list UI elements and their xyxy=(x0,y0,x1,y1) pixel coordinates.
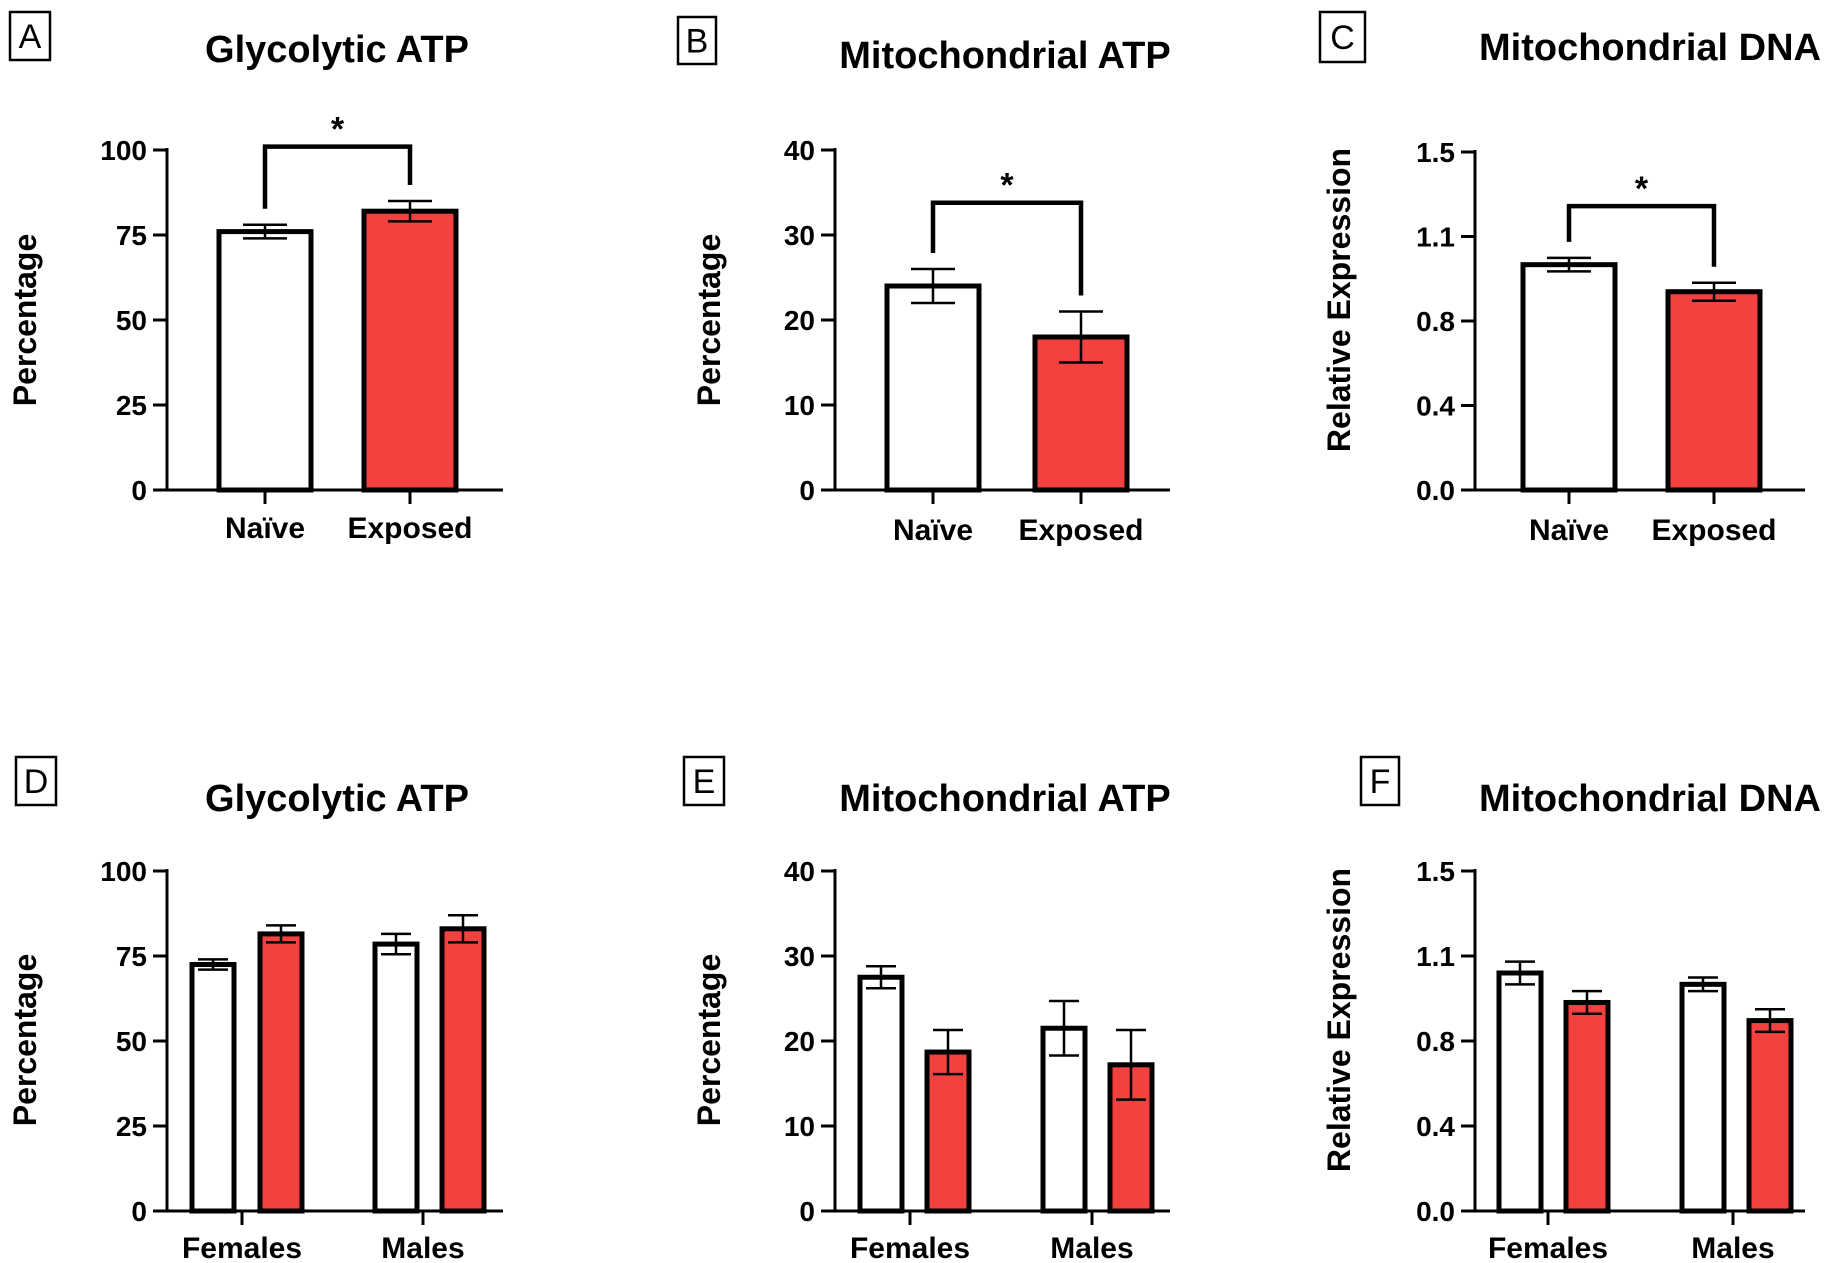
y-tick-label: 40 xyxy=(784,856,815,887)
panel-letter-box xyxy=(676,15,718,66)
significance-bracket xyxy=(1566,203,1717,267)
y-tick-label: 1.1 xyxy=(1416,222,1455,253)
y-tick-label: 10 xyxy=(784,1111,815,1142)
chart-title: Glycolytic ATP xyxy=(205,29,469,71)
bar-males-exposed xyxy=(1746,1018,1794,1214)
panel-letter-box xyxy=(8,10,52,62)
x-category-label: Naïve xyxy=(893,514,973,547)
x-category-label: Naïve xyxy=(225,512,305,545)
y-tick-label: 20 xyxy=(784,305,815,336)
y-tick-label: 0 xyxy=(799,475,815,506)
panel-letter-box xyxy=(14,755,58,807)
panel-letter-box xyxy=(1318,10,1367,64)
panel-d: D Glycolytic ATP Percentage 0 25 50 75 100 Femal… xyxy=(7,755,503,1263)
bar-nave-nave xyxy=(1520,262,1618,493)
y-axis-label: Percentage xyxy=(691,954,727,1127)
bar-males-nave xyxy=(1679,981,1727,1214)
panel-letter-box xyxy=(682,755,726,807)
y-tick-label: 10 xyxy=(784,390,815,421)
chart-title: Mitochondrial ATP xyxy=(839,778,1170,820)
panel-letter: F xyxy=(1370,763,1391,801)
panel-letter-box xyxy=(1359,755,1401,807)
y-tick-label: 40 xyxy=(784,135,815,166)
panel-b: B Mitochondrial ATP Percentage 0 10 20 30 40 Naï… xyxy=(676,15,1171,547)
y-tick-label: 0.0 xyxy=(1416,475,1455,506)
y-tick-label: 0 xyxy=(799,1196,815,1227)
y-axis-label: Percentage xyxy=(7,954,43,1127)
significance-star: * xyxy=(1000,167,1014,205)
y-tick-label: 75 xyxy=(116,941,147,972)
y-tick-label: 0.8 xyxy=(1416,1026,1455,1057)
y-tick-label: 0.4 xyxy=(1416,391,1455,422)
y-tick-label: 100 xyxy=(100,856,147,887)
x-category-label: Males xyxy=(381,1232,464,1263)
panel-letter: B xyxy=(686,23,709,61)
y-tick-label: 0 xyxy=(131,475,147,506)
y-tick-label: 0.0 xyxy=(1416,1196,1455,1227)
x-category-label: Exposed xyxy=(347,512,472,545)
significance-bracket xyxy=(262,144,413,209)
panel-letter: E xyxy=(693,763,716,801)
y-axis-label: Percentage xyxy=(691,234,727,407)
y-tick-label: 50 xyxy=(116,305,147,336)
bar-exposed-exposed xyxy=(361,208,459,493)
y-tick-label: 0 xyxy=(131,1196,147,1227)
y-tick-label: 0.4 xyxy=(1416,1111,1455,1142)
y-tick-label: 100 xyxy=(100,135,147,166)
y-tick-label: 0.8 xyxy=(1416,306,1455,337)
y-tick-label: 30 xyxy=(784,941,815,972)
bar-females-nave xyxy=(1496,970,1544,1214)
panel-letter: D xyxy=(24,763,49,801)
x-category-label: Exposed xyxy=(1018,514,1143,547)
y-tick-label: 75 xyxy=(116,220,147,251)
bar-females-exposed xyxy=(257,931,305,1214)
bar-females-nave xyxy=(189,962,237,1214)
y-axis-label: Percentage xyxy=(7,234,43,407)
significance-star: * xyxy=(1635,170,1649,208)
bar-exposed-exposed xyxy=(1665,289,1763,493)
chart-title: Mitochondrial DNA xyxy=(1479,27,1821,69)
y-tick-label: 1.5 xyxy=(1416,856,1455,887)
bar-males-exposed xyxy=(439,926,487,1214)
y-tick-label: 25 xyxy=(116,1111,147,1142)
bar-females-nave xyxy=(857,974,905,1214)
x-category-label: Naïve xyxy=(1529,514,1609,547)
y-tick-label: 1.5 xyxy=(1416,137,1455,168)
bar-nave-nave xyxy=(216,229,314,493)
x-category-label: Females xyxy=(1488,1232,1608,1263)
panel-letter: A xyxy=(19,18,42,56)
x-category-label: Males xyxy=(1050,1232,1133,1263)
panel-a: A Glycolytic ATP Percentage 0 25 50 75 100 Naïve… xyxy=(7,10,503,545)
panel-letter: C xyxy=(1330,19,1355,57)
y-tick-label: 30 xyxy=(784,220,815,251)
y-tick-label: 50 xyxy=(116,1026,147,1057)
bar-males-nave xyxy=(372,941,420,1214)
y-axis-label: Relative Expression xyxy=(1321,148,1357,452)
significance-star: * xyxy=(331,111,345,149)
y-tick-label: 25 xyxy=(116,390,147,421)
panel-f: F Mitochondrial DNA Relative Expression 0.0… xyxy=(1321,755,1821,1263)
x-category-label: Males xyxy=(1691,1232,1774,1263)
y-tick-label: 20 xyxy=(784,1026,815,1057)
y-axis-label: Relative Expression xyxy=(1321,868,1357,1172)
x-category-label: Females xyxy=(182,1232,302,1263)
bar-females-exposed xyxy=(1563,999,1611,1214)
panel-e: E Mitochondrial ATP Percentage 0 10 20 30 40 Fem… xyxy=(682,755,1171,1263)
bar-females-exposed xyxy=(924,1049,972,1214)
bar-nave-nave xyxy=(884,283,982,493)
x-category-label: Females xyxy=(850,1232,970,1263)
y-tick-label: 1.1 xyxy=(1416,941,1455,972)
x-category-label: Exposed xyxy=(1651,514,1776,547)
chart-title: Mitochondrial DNA xyxy=(1479,778,1821,820)
chart-title: Mitochondrial ATP xyxy=(839,35,1170,77)
chart-title: Glycolytic ATP xyxy=(205,778,469,820)
significance-bracket xyxy=(930,200,1084,296)
panel-c: C Mitochondrial DNA Relative Expression 0.0… xyxy=(1318,10,1821,547)
